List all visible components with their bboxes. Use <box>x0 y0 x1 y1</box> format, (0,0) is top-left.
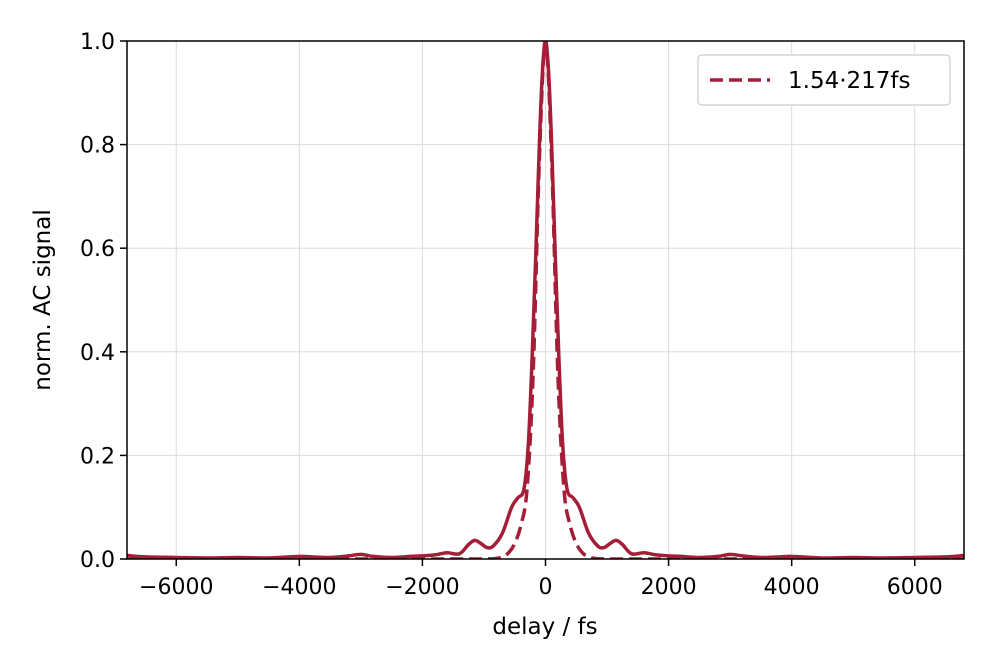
x-tick-label: 0 <box>539 575 553 600</box>
legend-box <box>697 54 951 106</box>
y-tick-label: 0.0 <box>80 548 115 573</box>
series-layer <box>127 41 964 559</box>
y-tick-label: 1.0 <box>80 30 115 55</box>
legend: 1.54·217fs <box>697 54 951 106</box>
y-tick-label: 0.2 <box>80 444 115 469</box>
x-axis: −6000 −4000 −2000 0 2000 4000 6000 <box>139 559 943 600</box>
series-line-solid <box>127 41 964 559</box>
y-tick-label: 0.4 <box>80 341 115 366</box>
x-tick-label: −6000 <box>139 575 213 600</box>
x-tick-label: 2000 <box>641 575 697 600</box>
legend-label: 1.54·217fs <box>788 68 911 94</box>
y-tick-label: 0.8 <box>80 134 115 159</box>
x-tick-label: 4000 <box>764 575 820 600</box>
x-tick-label: 6000 <box>887 575 943 600</box>
series-line-dashed <box>127 41 964 559</box>
y-axis: 0.0 0.2 0.4 0.6 0.8 1.0 <box>80 30 127 573</box>
y-axis-label: norm. AC signal <box>30 209 56 390</box>
y-tick-label: 0.6 <box>80 237 115 262</box>
x-axis-label: delay / fs <box>492 614 597 640</box>
x-tick-label: −2000 <box>385 575 459 600</box>
x-tick-label: −4000 <box>262 575 336 600</box>
